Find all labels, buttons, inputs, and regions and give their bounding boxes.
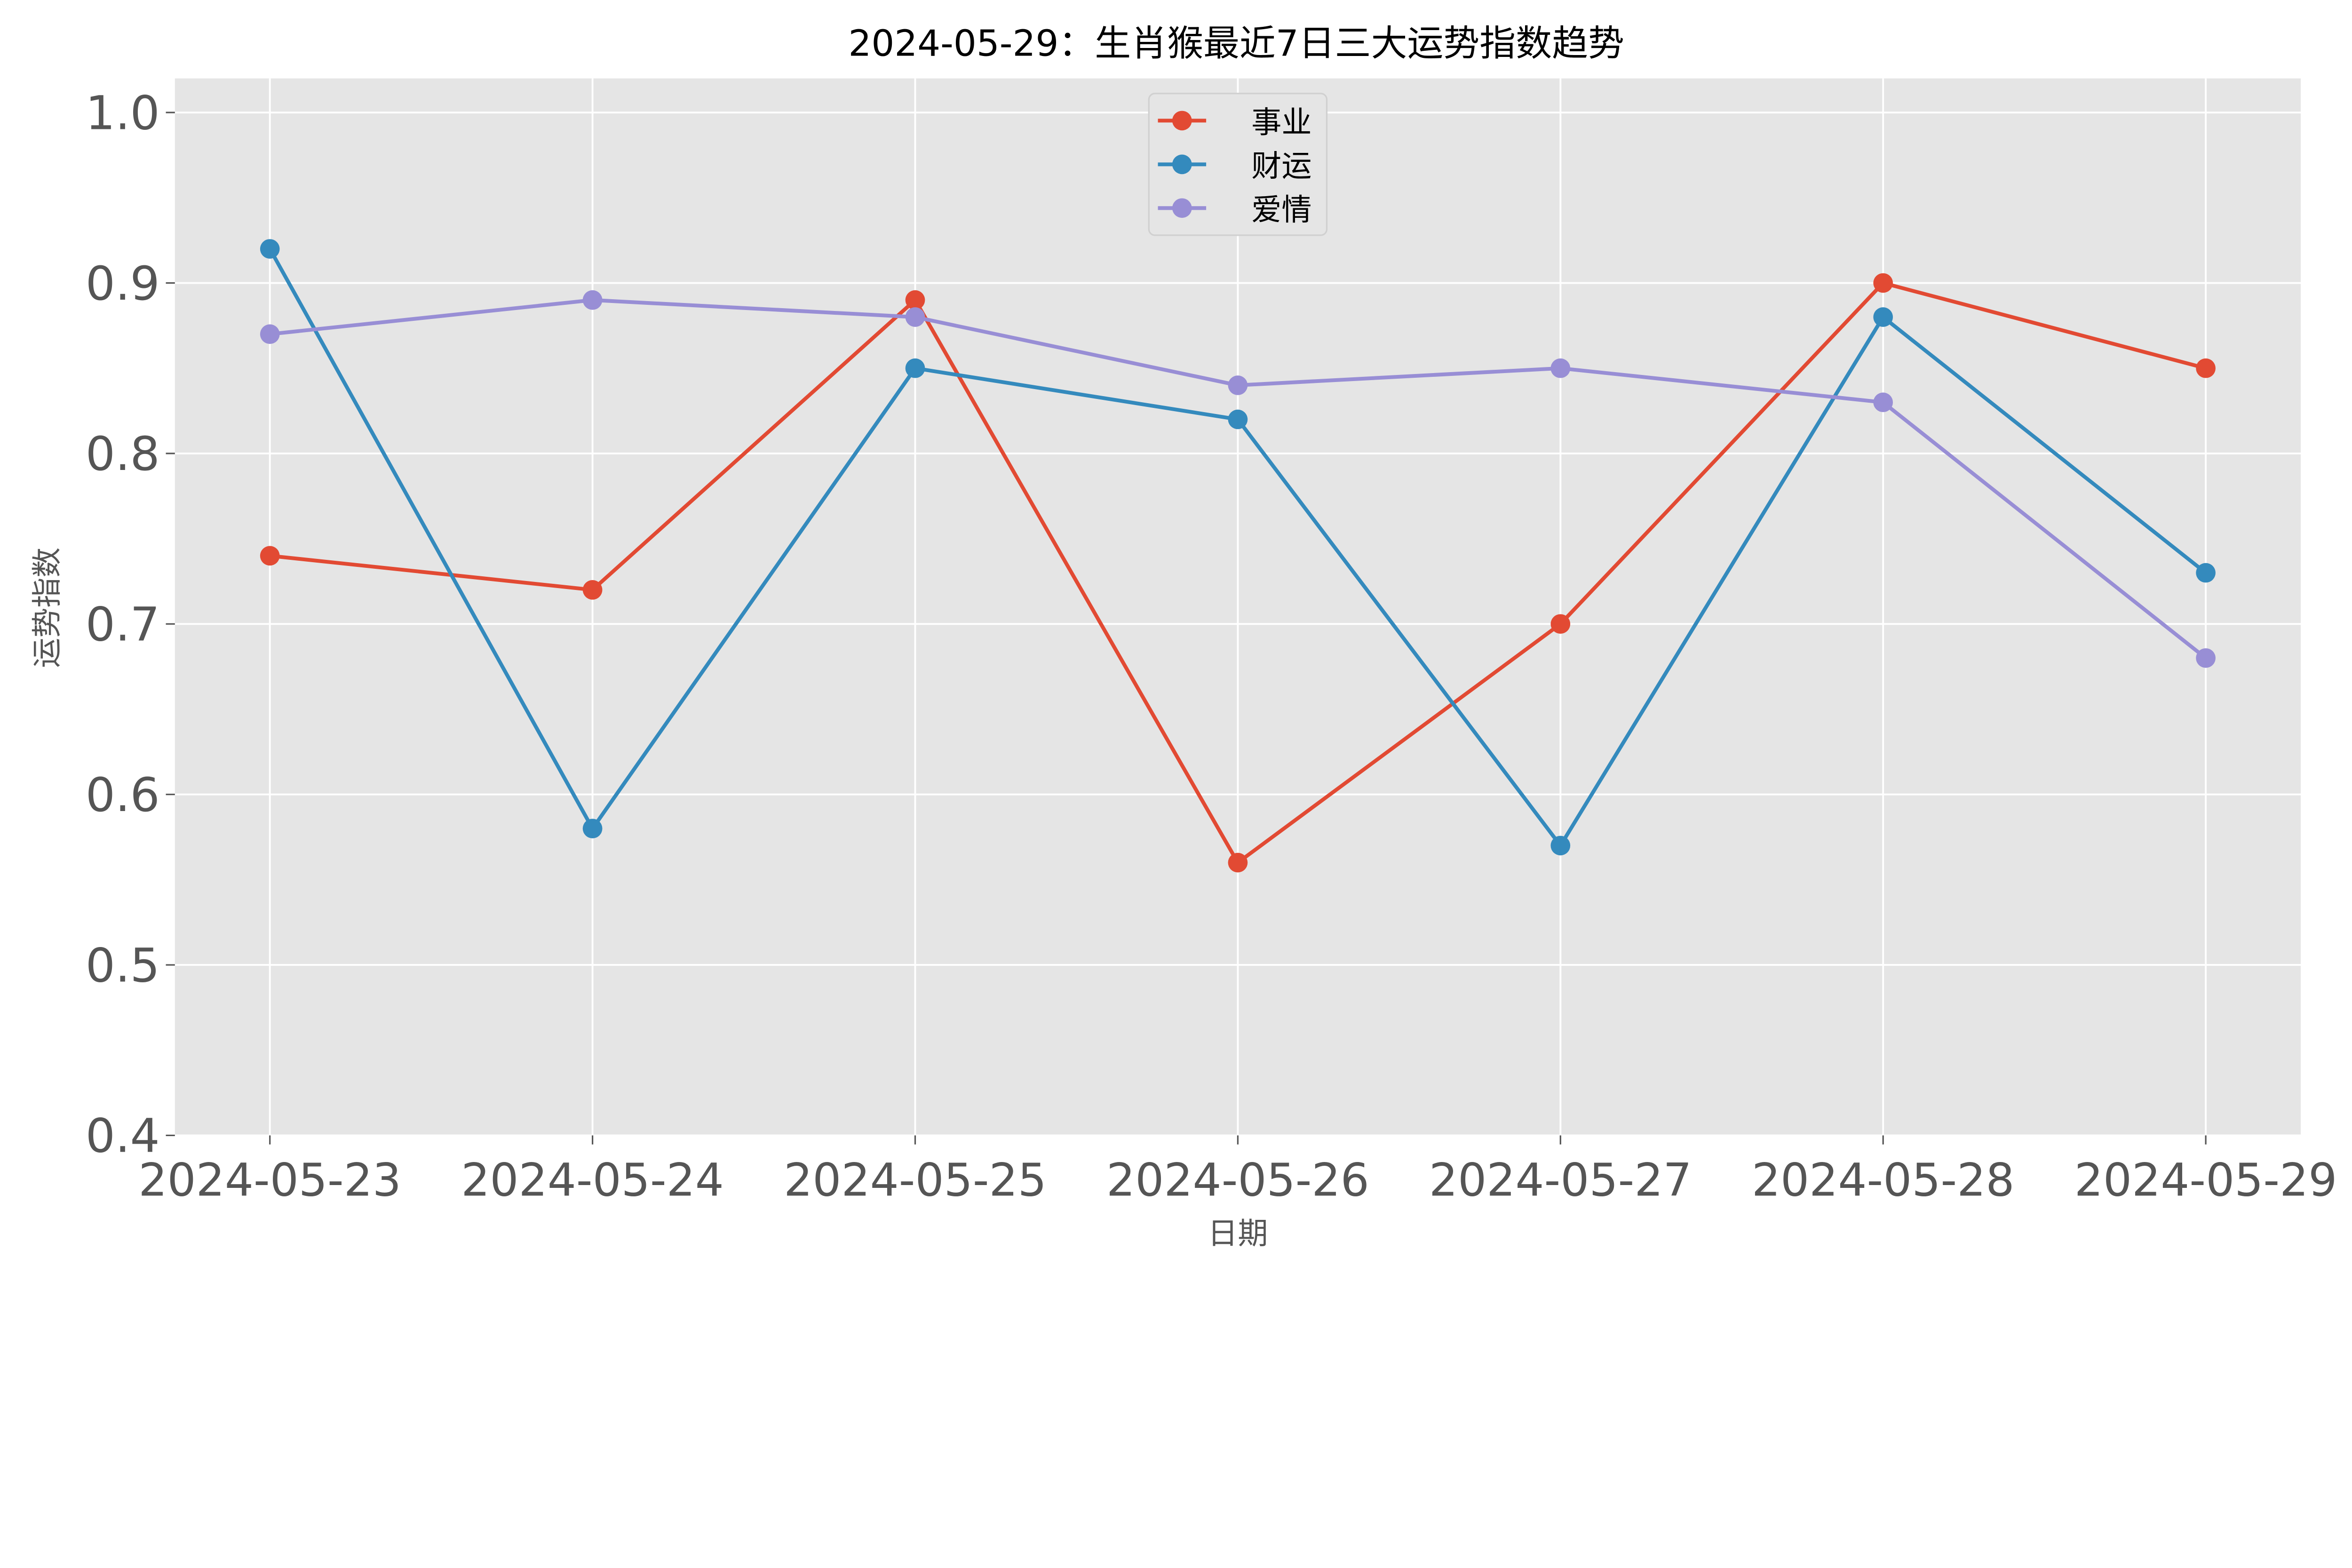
x-axis-label: 日期 (1208, 1217, 1268, 1251)
data-point (1550, 358, 1571, 378)
y-tick-label: 0.4 (86, 1109, 160, 1163)
data-point (1550, 836, 1571, 856)
y-tick-label: 0.9 (86, 257, 160, 311)
y-tick-label: 0.8 (86, 427, 160, 481)
y-tick-label: 0.5 (86, 939, 160, 993)
y-axis-label: 运势指数 (30, 547, 65, 668)
data-point (1873, 273, 1893, 293)
series-group (260, 239, 2216, 873)
y-tick-label: 1.0 (86, 86, 160, 140)
line-chart: 0.40.50.60.70.80.91.0 2024-05-23 2024-05-… (30, 23, 2337, 1252)
data-point (905, 307, 925, 327)
data-point (2196, 648, 2216, 668)
legend-label: 财运 (1251, 149, 1311, 184)
legend-label: 事业 (1251, 105, 1311, 140)
y-tick-label: 0.6 (86, 768, 160, 822)
data-point (1873, 392, 1893, 413)
legend-marker (1172, 198, 1192, 218)
data-point (1228, 375, 1248, 395)
data-point (582, 290, 603, 310)
data-point (260, 239, 280, 259)
series-2 (260, 290, 2216, 668)
data-point (1228, 852, 1248, 873)
data-point (2196, 358, 2216, 378)
x-tick-label: 2024-05-28 (1752, 1154, 2015, 1207)
data-point (582, 819, 603, 838)
legend-box (1148, 93, 1328, 236)
data-point (1228, 409, 1248, 430)
legend-marker (1172, 111, 1192, 131)
data-point (260, 546, 280, 566)
x-tick-label: 2024-05-24 (461, 1154, 724, 1207)
data-point (905, 290, 925, 310)
y-axis: 0.4 0.5 0.6 0.7 0.8 0.9 1.0 (86, 86, 175, 1163)
x-tick-label: 2024-05-26 (1106, 1154, 1369, 1207)
series-1 (260, 239, 2216, 856)
x-tick-label: 2024-05-29 (2074, 1154, 2337, 1207)
data-point (582, 580, 603, 600)
y-tick-label: 0.7 (86, 598, 160, 652)
x-tick-label: 2024-05-27 (1429, 1154, 1692, 1207)
data-point (2196, 563, 2216, 583)
legend-label: 爱情 (1251, 193, 1311, 228)
data-point (1550, 614, 1571, 634)
legend-marker (1172, 154, 1192, 175)
data-point (905, 358, 925, 378)
data-point (260, 324, 280, 344)
x-tick-label: 2024-05-25 (784, 1154, 1047, 1207)
x-tick-label: 2024-05-23 (138, 1154, 401, 1207)
chart-title: 2024-05-29：生肖猴最近7日三大运势指数趋势 (848, 23, 1624, 65)
series-0 (260, 273, 2216, 873)
x-axis: 2024-05-23 2024-05-24 2024-05-25 2024-05-26… (138, 1135, 2337, 1207)
data-point (1873, 307, 1893, 327)
